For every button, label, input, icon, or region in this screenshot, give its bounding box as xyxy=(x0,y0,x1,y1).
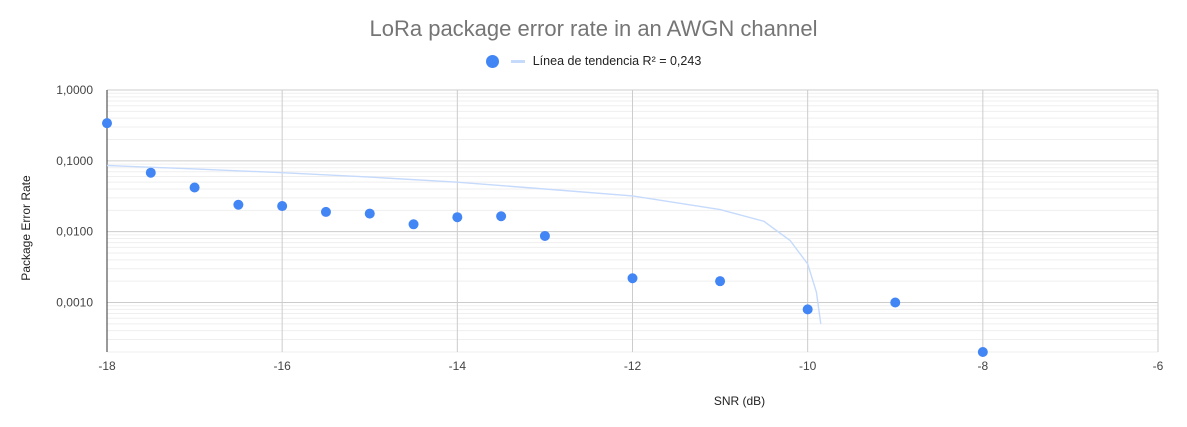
legend-series-marker xyxy=(485,54,499,68)
data-point xyxy=(977,347,988,357)
chart-legend: Línea de tendencia R² = 0,243 xyxy=(0,54,1187,68)
x-tick-label: -12 xyxy=(624,359,642,373)
x-tick-label: -10 xyxy=(799,359,817,373)
data-point xyxy=(496,211,507,222)
y-axis-title: Package Error Rate xyxy=(19,175,33,281)
data-point xyxy=(890,297,901,308)
x-tick-label: -8 xyxy=(977,359,988,373)
y-tick-label: 0,0010 xyxy=(56,295,93,309)
data-point xyxy=(364,208,375,219)
trendline-series xyxy=(106,164,822,324)
data-point xyxy=(320,206,331,217)
data-point xyxy=(452,212,463,223)
x-tick-label: -18 xyxy=(98,359,116,373)
legend-trendline-label: Línea de tendencia R² = 0,243 xyxy=(532,54,702,68)
x-tick-label: -14 xyxy=(449,359,467,373)
data-point xyxy=(233,199,244,210)
data-point xyxy=(277,201,288,212)
data-point xyxy=(539,230,550,241)
data-point xyxy=(408,219,419,230)
chart-title: LoRa package error rate in an AWGN chann… xyxy=(369,16,818,41)
y-tick-label: 0,0100 xyxy=(56,225,93,239)
y-tick-label: 0,1000 xyxy=(56,154,93,168)
data-point xyxy=(189,182,200,193)
data-point xyxy=(802,304,813,315)
x-tick-label: -16 xyxy=(273,359,291,373)
y-tick-label: 1,0000 xyxy=(56,83,93,97)
legend-trendline-marker xyxy=(510,59,525,63)
x-axis-title: SNR (dB) xyxy=(714,394,765,408)
data-point xyxy=(102,118,112,129)
data-point xyxy=(627,273,638,284)
x-tick-label: -6 xyxy=(1153,359,1164,373)
data-point xyxy=(145,167,156,178)
data-point xyxy=(715,276,726,287)
